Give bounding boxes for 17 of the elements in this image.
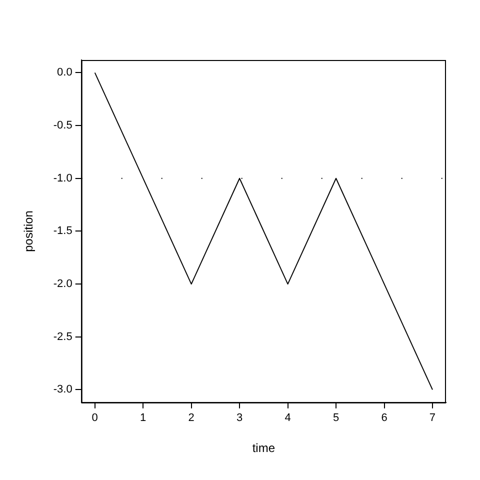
x-tick-label: 3 [236, 412, 243, 424]
y-tick-label: -0.5 [53, 120, 72, 132]
x-axis-title: time [252, 441, 276, 456]
x-tick-label: 5 [332, 412, 340, 424]
y-tick-label: -2.0 [53, 278, 72, 290]
x-tick-label: 6 [381, 412, 388, 424]
x-tick-label: 4 [284, 412, 291, 424]
x-tick-label: 0 [92, 412, 98, 424]
y-tick-label: -1.5 [53, 225, 72, 238]
y-tick-label: -3.0 [53, 384, 72, 396]
y-tick-label: 0.0 [57, 66, 72, 79]
x-tick-label: 1 [140, 412, 146, 424]
x-tick-label: 7 [429, 412, 436, 424]
y-axis-title: position [22, 210, 36, 252]
x-tick-label: 2 [188, 412, 194, 424]
y-tick-label: -2.5 [53, 330, 72, 343]
y-tick-label: -1.0 [53, 172, 72, 184]
